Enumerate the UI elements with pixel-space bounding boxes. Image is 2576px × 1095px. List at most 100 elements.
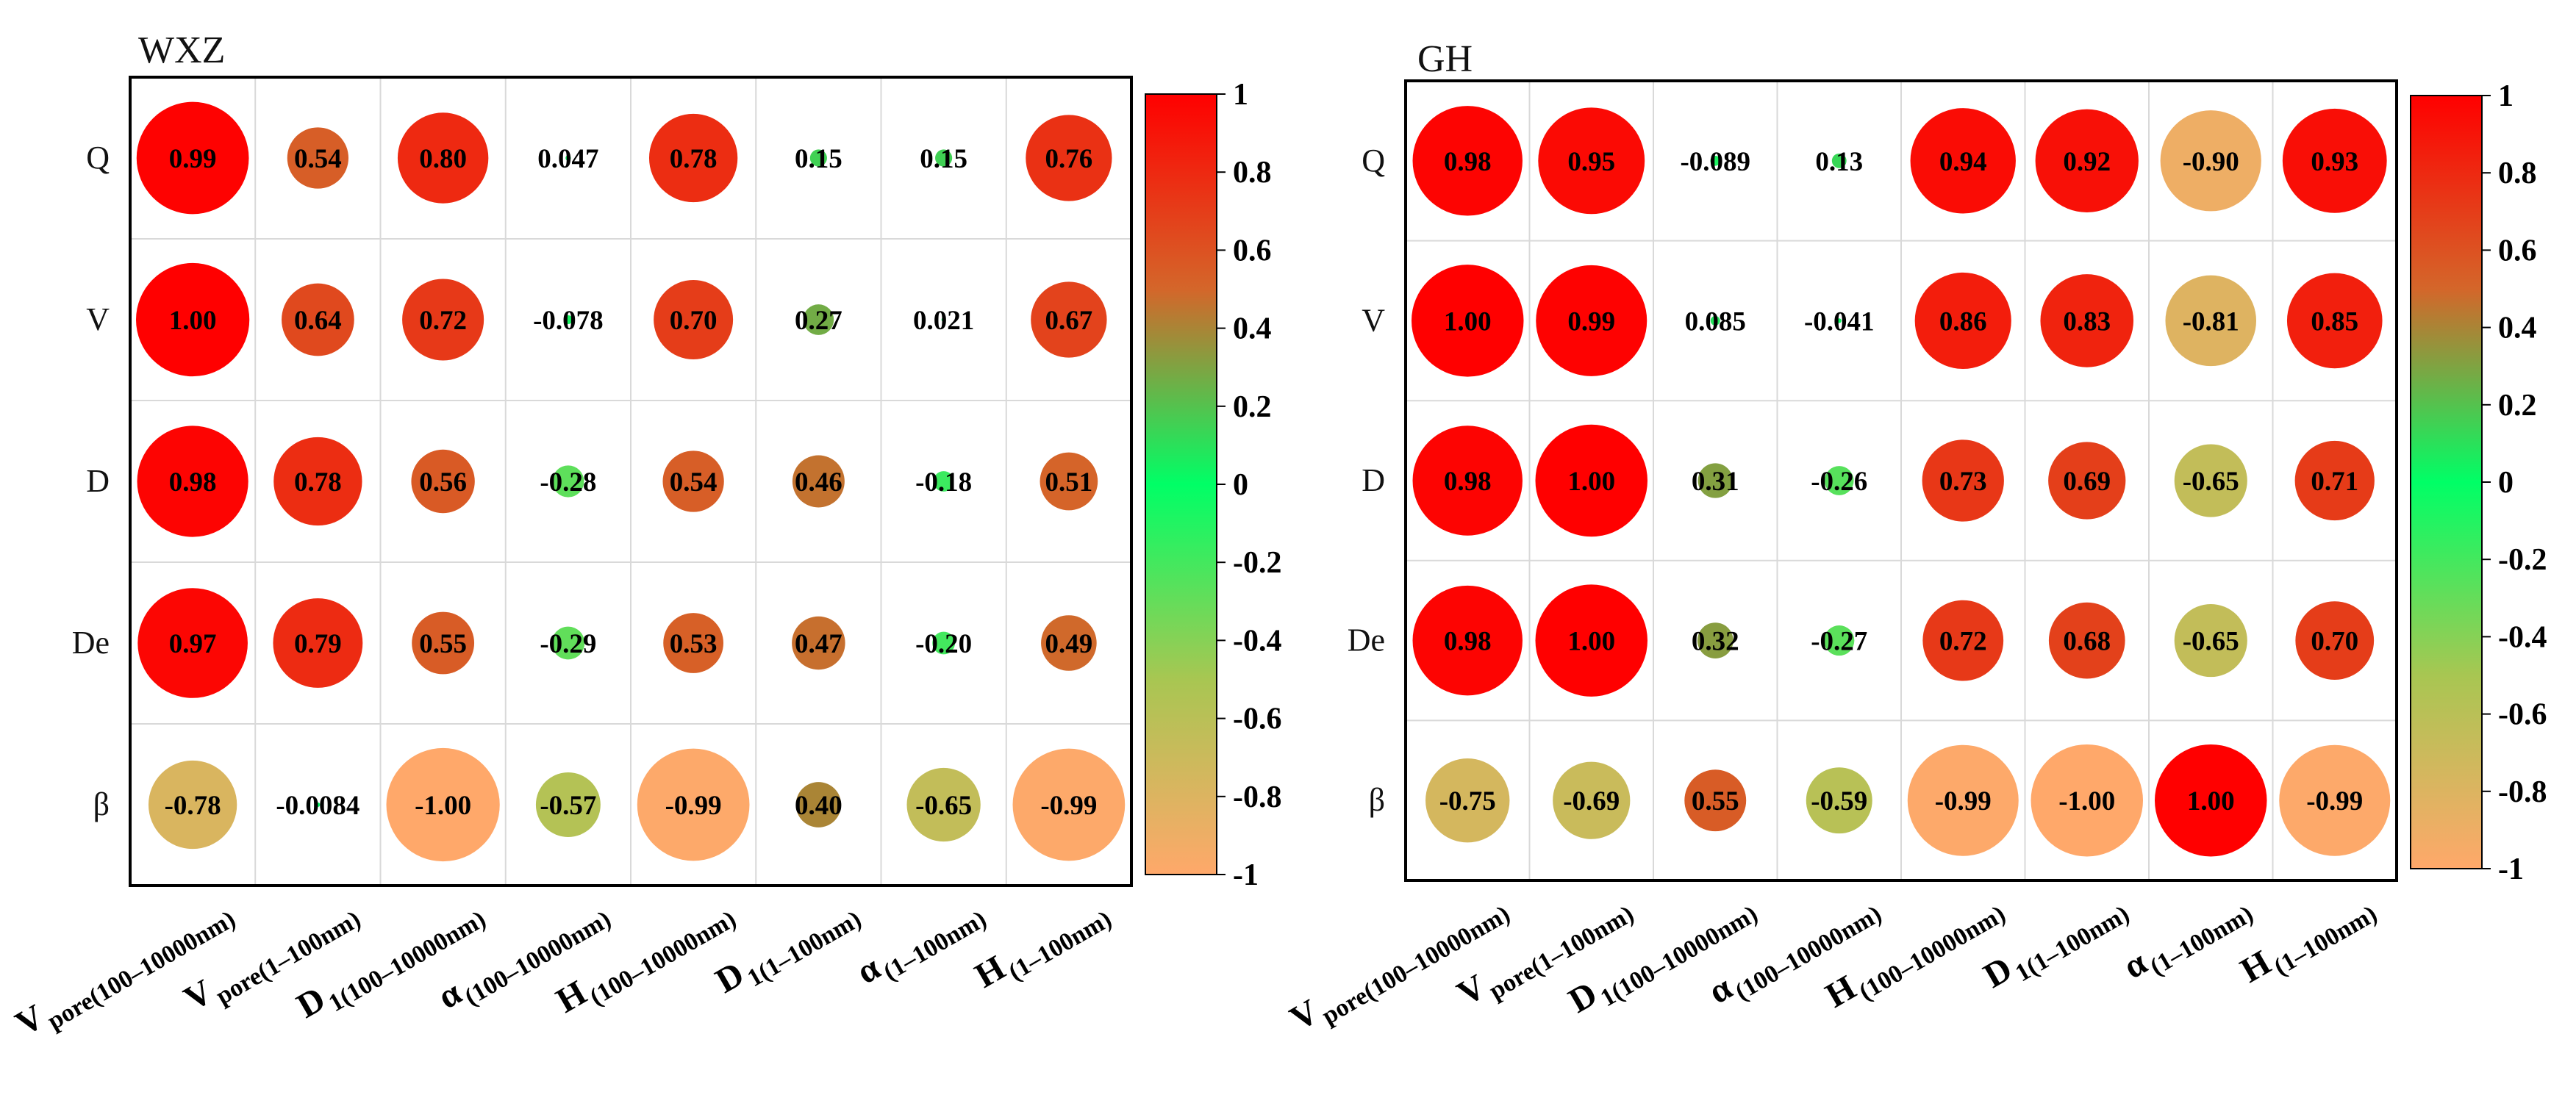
panel-gh-colorbar-tick-label: -1: [2498, 852, 2524, 886]
panel-wxz-cell-label: -0.99: [1040, 791, 1097, 821]
panel-wxz-cell-label: -0.18: [915, 467, 972, 498]
panel-wxz-cell-label: -0.28: [540, 467, 596, 498]
panel-gh-cell-label: 0.71: [2311, 467, 2358, 497]
panel-wxz-cell-circle: [273, 437, 362, 526]
panel-wxz-cell-label: -1.00: [415, 791, 471, 821]
panel-gh-cell-label: -0.27: [1811, 627, 1867, 657]
panel-gh-cell-label: -0.99: [2306, 786, 2363, 816]
panel-gh-cell-circle: [2174, 604, 2247, 678]
panel-wxz-cell-circle: [941, 317, 946, 322]
panel-wxz-colorbar-tick-label: 0.4: [1233, 312, 1272, 346]
panel-gh-cell-circle: [2279, 744, 2391, 856]
panel-gh-cell-circle: [2048, 442, 2126, 520]
panel-gh-cell-circle: [2031, 744, 2143, 857]
panel-gh-cell-label: 0.31: [1692, 467, 1739, 497]
panel-gh-cell-label: -1.00: [2058, 786, 2115, 816]
panel-wxz-cell-circle: [935, 149, 953, 167]
panel-gh-colorbar-tick-label: 0: [2498, 466, 2514, 500]
panel-gh-cell-label: 0.98: [1444, 147, 1492, 177]
panel-wxz-cell-label: -0.57: [540, 791, 596, 821]
panel-wxz-cell-circle: [792, 455, 845, 508]
panel-gh-colorbar-tick-label: -0.8: [2498, 775, 2547, 809]
panel-gh-cell-label: -0.81: [2183, 306, 2239, 337]
panel-wxz-cell-label: 0.15: [795, 144, 842, 174]
panel-gh-cell-circle: [1922, 439, 2004, 522]
panel-gh-colorbar-tick-label: 1: [2498, 79, 2514, 113]
panel-wxz-cell-label: 0.76: [1045, 144, 1093, 174]
panel-wxz-cell-circle: [1040, 452, 1098, 511]
panel-gh-cell-circle: [1536, 265, 1647, 376]
panel-wxz-cell-label: 0.99: [169, 144, 217, 174]
panel-wxz-cell-label: 0.70: [670, 306, 718, 336]
panel-wxz-cell-circle: [563, 315, 573, 325]
panel-wxz-cell-label: 0.40: [795, 791, 842, 821]
panel-wxz-row-label: β: [93, 786, 110, 822]
panel-wxz-colorbar-tick-label: -0.2: [1233, 546, 1282, 580]
panel-wxz-cell-circle: [315, 803, 321, 807]
panel-gh-cell-label: 0.32: [1692, 627, 1739, 657]
panel-wxz-cell-label: 0.54: [670, 467, 718, 498]
panel-wxz-cell-label: -0.078: [533, 306, 604, 336]
panel-wxz-cell-label: 0.46: [795, 467, 842, 498]
panel-gh-cell-label: 0.69: [2063, 467, 2111, 497]
panel-gh-cell-circle: [1412, 265, 1524, 377]
panel-wxz-cell-circle: [411, 449, 475, 514]
panel-gh-cell-circle: [1907, 744, 2019, 856]
panel-gh-cell-circle: [1412, 426, 1523, 536]
panel-wxz-cell-circle: [906, 767, 981, 842]
panel-wxz-cell-circle: [792, 616, 845, 670]
panel-wxz-title: WXZ: [138, 29, 225, 71]
panel-gh-cell-label: -0.75: [1439, 786, 1496, 816]
panel-wxz-cell-label: 0.15: [920, 144, 967, 174]
panel-wxz-colorbar-tick-label: 0.8: [1233, 156, 1272, 190]
panel-wxz-column-label: Vpore(100–10000nm): [9, 890, 240, 1049]
panel-gh-cell-circle: [1824, 466, 1854, 495]
panel-wxz-cell-label: 0.021: [913, 306, 974, 336]
panel-wxz-cell-label: 0.98: [169, 467, 217, 498]
panel-gh-cell-circle: [1538, 107, 1645, 215]
panel-wxz-cell-circle: [809, 149, 827, 167]
panel-gh-cell-label: -0.26: [1811, 467, 1867, 497]
panel-gh-column-label: Vpore(100–10000nm): [1284, 885, 1514, 1044]
panel-gh-cell-label: 0.68: [2063, 627, 2111, 657]
panel-wxz-cell-circle: [136, 101, 249, 215]
panel-gh-cell-label: 0.55: [1692, 786, 1739, 816]
panel-gh-cell-label: 1.00: [1567, 467, 1615, 497]
panel-wxz-cell-label: 0.80: [419, 144, 467, 174]
panel-wxz-cell-circle: [552, 465, 584, 498]
panel-wxz-cell-label: 0.67: [1045, 306, 1093, 336]
panel-wxz-cell-circle: [662, 450, 724, 512]
panel-wxz-cell-circle: [535, 772, 601, 837]
panel-wxz-cell-label: 0.54: [294, 144, 342, 174]
panel-gh-column-label: H(100–10000nm): [1819, 885, 2010, 1022]
panel-wxz-colorbar-tick-label: -1: [1233, 858, 1259, 892]
panel-wxz-cell-circle: [386, 747, 500, 862]
panel-gh-cell-label: 0.98: [1444, 627, 1492, 657]
panel-gh-cell-label: 0.72: [1939, 627, 1987, 657]
panel-gh-colorbar-tick-label: 0.4: [2498, 312, 2537, 345]
panel-wxz-cell-label: 0.53: [670, 629, 718, 659]
panel-gh-colorbar-tick-label: -0.6: [2498, 698, 2547, 732]
panel-wxz-cell-label: 1.00: [169, 306, 217, 336]
panel-gh-cell-circle: [1697, 463, 1733, 498]
panel-gh-cell-circle: [1553, 761, 1631, 839]
panel-gh-cell-label: 0.99: [1567, 306, 1615, 337]
panel-gh-cell-circle: [1710, 315, 1720, 326]
panel-gh-cell-circle: [1412, 585, 1523, 696]
panel-gh-cell-label: 0.95: [1567, 147, 1615, 177]
panel-gh-cell-circle: [2040, 274, 2134, 367]
panel-wxz-cell-label: 0.97: [169, 629, 217, 659]
panel-wxz-cell-circle: [397, 112, 489, 204]
panel-gh-cell-circle: [1697, 622, 1734, 658]
panel-gh-cell-label: 0.93: [2311, 147, 2358, 177]
panel-gh-column-label: H(1–100nm): [2234, 885, 2382, 997]
panel-gh-cell-label: 0.13: [1815, 147, 1863, 177]
panel-wxz-cell-label: 0.55: [419, 629, 467, 659]
panel-gh-cell-circle: [1412, 106, 1523, 216]
panel-gh-cell-circle: [2295, 601, 2375, 680]
panel-wxz-cell-circle: [663, 613, 724, 673]
panel-gh-column-label: α(1–100nm): [2117, 885, 2258, 993]
panel-gh-cell-label: -0.90: [2183, 147, 2239, 177]
panel-gh-colorbar-tick-label: -0.2: [2498, 543, 2547, 577]
panel-wxz-cell-circle: [148, 760, 237, 850]
